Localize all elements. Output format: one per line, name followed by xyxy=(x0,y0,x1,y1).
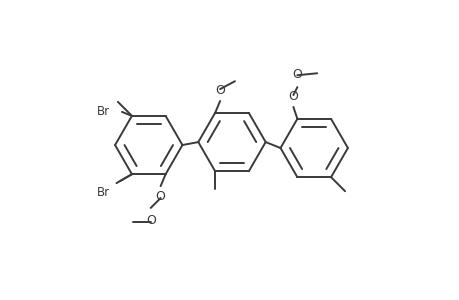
Text: O: O xyxy=(156,190,165,203)
Text: Br: Br xyxy=(97,105,110,119)
Text: O: O xyxy=(146,214,155,227)
Text: Br: Br xyxy=(96,186,110,199)
Text: O: O xyxy=(292,68,302,81)
Text: O: O xyxy=(215,84,224,97)
Text: O: O xyxy=(288,90,298,103)
